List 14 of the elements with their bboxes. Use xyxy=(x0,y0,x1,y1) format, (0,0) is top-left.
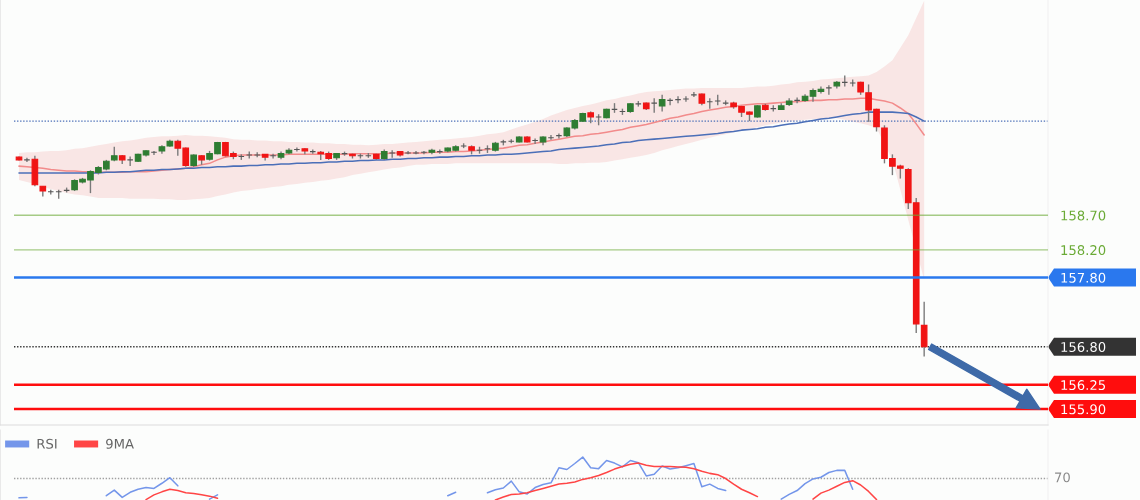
y-tick-label: 157.80 xyxy=(1061,272,1106,283)
candlestick xyxy=(682,95,690,103)
y-tick-label: 158.20 xyxy=(1061,245,1106,256)
legend-label: 9MA xyxy=(106,438,134,449)
y-tick-label: 158.70 xyxy=(1061,210,1106,221)
candlestick xyxy=(920,301,928,358)
candlestick xyxy=(388,149,396,159)
y-tick-label: 156.25 xyxy=(1061,380,1106,391)
candlestick xyxy=(126,155,134,167)
legend-label: RSI xyxy=(37,438,57,449)
candlestick xyxy=(825,84,833,96)
y-tick-label: 156.80 xyxy=(1061,342,1106,352)
text: 70 xyxy=(1055,472,1070,483)
y-tick-label: 155.90 xyxy=(1061,404,1106,415)
